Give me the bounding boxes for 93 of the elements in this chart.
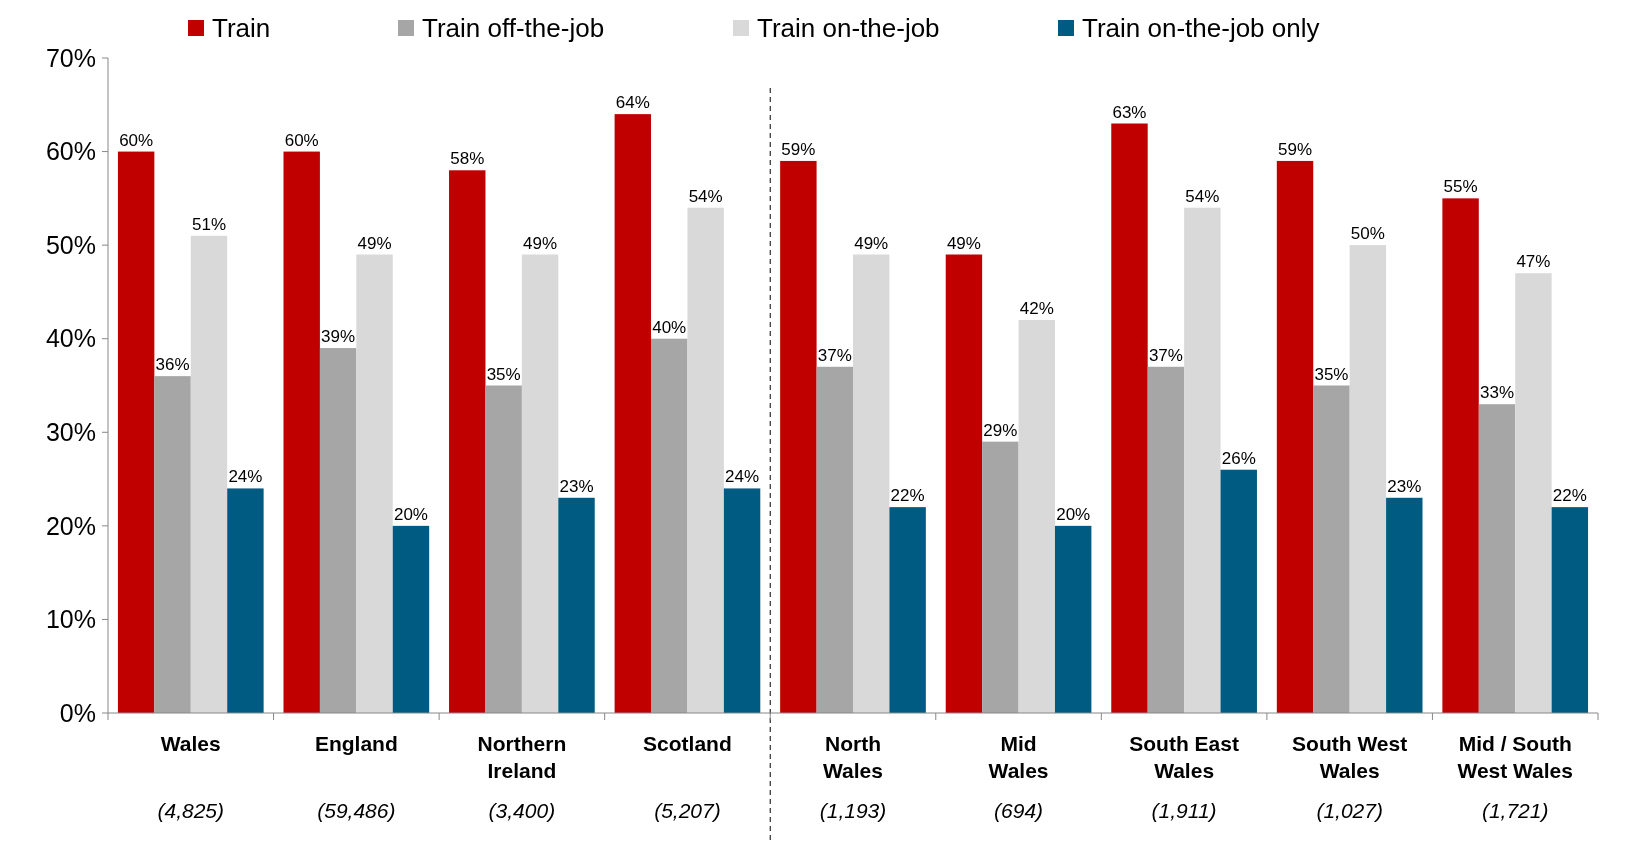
y-tick-label: 70% — [45, 43, 96, 72]
data-label: 23% — [559, 476, 594, 496]
legend-label: Train on-the-job only — [1082, 13, 1320, 44]
bar — [982, 441, 1019, 713]
y-tick-label: 50% — [45, 230, 96, 259]
bar — [1054, 525, 1092, 713]
data-label: 58% — [450, 149, 485, 169]
bar — [1276, 160, 1314, 713]
x-tick-label: South East Wales (1,911) — [1129, 732, 1239, 822]
data-label: 51% — [191, 214, 226, 234]
data-label: 59% — [1278, 139, 1313, 159]
data-label: 26% — [1221, 448, 1256, 468]
data-label: 47% — [1516, 252, 1551, 272]
bar — [521, 254, 559, 713]
bar — [614, 114, 652, 713]
x-tick-label: Mid Wales (694) — [988, 732, 1049, 822]
data-label: 37% — [817, 345, 852, 365]
x-tick-label: North Wales (1,193) — [819, 732, 887, 822]
data-label: 37% — [1148, 345, 1183, 365]
data-label: 49% — [523, 233, 558, 253]
bar — [687, 207, 724, 713]
data-label: 29% — [983, 420, 1018, 440]
bar — [1478, 404, 1516, 713]
bar — [1111, 123, 1148, 713]
bar — [319, 348, 357, 713]
data-label: 22% — [890, 486, 925, 506]
y-tick-label: 60% — [45, 137, 96, 166]
data-label: 59% — [781, 139, 816, 159]
x-tick-label: Northern Ireland (3,400) — [477, 732, 567, 822]
bar — [558, 497, 595, 713]
data-label: 35% — [486, 364, 521, 384]
y-tick-label: 0% — [59, 698, 96, 727]
data-label: 22% — [1552, 486, 1587, 506]
y-tick-label: 10% — [45, 605, 96, 634]
data-label: 42% — [1019, 299, 1054, 318]
bar — [853, 254, 890, 713]
data-label: 49% — [854, 233, 889, 253]
data-label: 63% — [1112, 102, 1147, 122]
bar — [154, 376, 191, 713]
data-label: 20% — [1056, 504, 1091, 524]
bar — [356, 254, 393, 713]
data-label: 39% — [321, 327, 356, 347]
bar — [117, 151, 155, 713]
data-label: 35% — [1314, 364, 1349, 384]
data-label: 49% — [946, 233, 981, 253]
bar — [1147, 366, 1185, 713]
bar — [816, 366, 853, 713]
data-label: 64% — [615, 93, 650, 113]
bar — [392, 525, 430, 713]
data-label: 24% — [725, 467, 760, 487]
bar — [1551, 507, 1589, 713]
bar — [283, 151, 320, 713]
bar — [485, 385, 522, 713]
data-label: 23% — [1387, 476, 1422, 496]
data-label: 24% — [228, 467, 263, 487]
y-tick-label: 40% — [45, 324, 96, 353]
bar — [227, 488, 264, 713]
bar — [1184, 207, 1221, 713]
bar — [780, 160, 817, 713]
bar — [1220, 469, 1257, 713]
category-label: England (59,486) — [314, 732, 398, 822]
data-label: 54% — [688, 186, 723, 206]
bar — [1442, 198, 1479, 713]
data-label: 33% — [1480, 383, 1515, 403]
data-label: 40% — [652, 317, 687, 337]
category-label: Scotland (5,207) — [643, 732, 732, 822]
data-label: 49% — [357, 233, 392, 253]
bar — [945, 254, 983, 713]
data-label: 60% — [119, 130, 154, 150]
bar — [1349, 245, 1387, 713]
data-label: 54% — [1185, 186, 1220, 206]
bar — [1515, 273, 1552, 713]
category-label: Wales (4,825) — [157, 732, 225, 822]
x-tick-label: Mid / South West Wales (1,721) — [1457, 732, 1573, 822]
legend-label: Train off-the-job — [422, 13, 605, 44]
y-tick-label: 20% — [45, 511, 96, 540]
data-label: 36% — [155, 355, 190, 375]
bar — [1313, 385, 1350, 713]
data-label: 55% — [1443, 177, 1478, 197]
bar — [889, 507, 926, 713]
bar — [449, 170, 486, 713]
data-label: 50% — [1350, 224, 1385, 244]
bar — [723, 488, 761, 713]
bar — [1018, 320, 1055, 713]
legend-label: Train — [212, 13, 271, 44]
bar — [651, 338, 688, 713]
bar — [1386, 497, 1423, 713]
x-tick-label: South West Wales (1,027) — [1292, 732, 1408, 822]
data-label: 20% — [393, 504, 428, 524]
legend-label: Train on-the-job — [757, 13, 940, 44]
data-label: 60% — [284, 130, 319, 150]
y-tick-label: 30% — [45, 418, 96, 447]
bar — [190, 235, 228, 713]
